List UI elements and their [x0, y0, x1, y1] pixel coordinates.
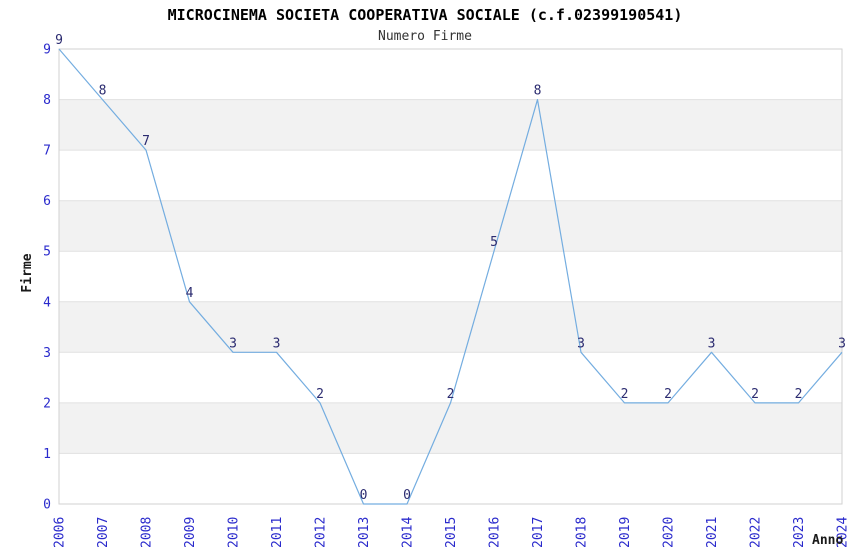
- x-tick-label: 2010: [227, 517, 242, 548]
- y-tick-label: 9: [43, 43, 51, 58]
- x-tick-label: 2011: [270, 517, 285, 548]
- chart-subtitle: Numero Firme: [378, 29, 472, 44]
- x-tick-label: 2013: [357, 517, 372, 548]
- x-tick-label: 2014: [401, 517, 416, 548]
- point-label: 3: [838, 336, 846, 351]
- point-label: 9: [55, 33, 63, 48]
- plot-border: [58, 48, 843, 505]
- x-tick-label: 2006: [53, 517, 68, 548]
- y-tick-label: 4: [43, 295, 51, 310]
- point-label: 8: [99, 84, 107, 99]
- x-tick-label: 2020: [662, 517, 677, 548]
- plot-band: [59, 301, 842, 353]
- point-label: 2: [795, 387, 803, 402]
- x-tick-label: 2021: [705, 517, 720, 548]
- plot-band: [59, 402, 842, 454]
- point-label: 0: [360, 488, 368, 503]
- x-tick-label: 2016: [488, 517, 503, 548]
- y-tick-label: 2: [43, 396, 51, 411]
- point-label: 2: [316, 387, 324, 402]
- point-label: 5: [490, 235, 498, 250]
- x-tick-label: 2024: [836, 517, 850, 548]
- x-tick-label: 2023: [792, 517, 807, 548]
- plot-band: [59, 200, 842, 252]
- y-axis-title: Firme: [20, 253, 35, 292]
- y-tick-label: 3: [43, 346, 51, 361]
- point-label: 3: [273, 336, 281, 351]
- point-label: 3: [577, 336, 585, 351]
- point-label: 2: [621, 387, 629, 402]
- y-tick-label: 5: [43, 245, 51, 260]
- x-tick-label: 2019: [618, 517, 633, 548]
- x-tick-label: 2012: [314, 517, 329, 548]
- point-label: 2: [447, 387, 455, 402]
- point-label: 0: [403, 488, 411, 503]
- point-label: 3: [708, 336, 716, 351]
- x-tick-label: 2009: [183, 517, 198, 548]
- y-tick-label: 1: [43, 447, 51, 462]
- x-tick-label: 2022: [749, 517, 764, 548]
- x-tick-label: 2018: [575, 517, 590, 548]
- point-label: 8: [534, 84, 542, 99]
- y-tick-label: 8: [43, 93, 51, 108]
- x-axis-title: Anno: [812, 533, 843, 548]
- y-tick-label: 7: [43, 144, 51, 159]
- chart-title: MICROCINEMA SOCIETA COOPERATIVA SOCIALE …: [167, 6, 683, 24]
- y-tick-label: 0: [43, 498, 51, 513]
- plot-band: [59, 99, 842, 151]
- point-label: 7: [142, 134, 150, 149]
- y-tick-label: 6: [43, 194, 51, 209]
- point-label: 2: [751, 387, 759, 402]
- point-label: 2: [664, 387, 672, 402]
- x-tick-label: 2015: [444, 517, 459, 548]
- point-label: 3: [229, 336, 237, 351]
- series-line: [58, 48, 843, 505]
- x-tick-label: 2008: [140, 517, 155, 548]
- x-tick-label: 2017: [531, 517, 546, 548]
- point-label: 4: [186, 286, 194, 301]
- x-tick-label: 2007: [96, 517, 111, 548]
